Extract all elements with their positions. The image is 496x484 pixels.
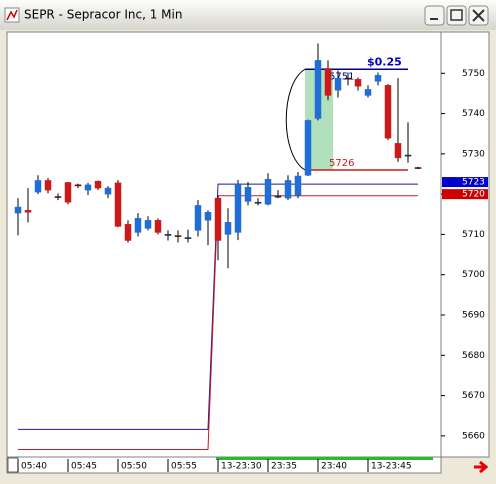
- candle-body: [224, 222, 232, 235]
- candle-body: [184, 237, 192, 239]
- candle-body: [214, 197, 222, 241]
- y-tick-label: 5680: [462, 351, 485, 361]
- candle-body: [24, 210, 32, 213]
- candle-body: [384, 85, 392, 139]
- candle-body: [404, 154, 412, 157]
- title-bar: [0, 0, 496, 30]
- candle-body: [354, 79, 362, 87]
- x-tick-label: 05:45: [71, 462, 97, 472]
- candle-body: [324, 68, 332, 96]
- candle-body: [154, 220, 162, 233]
- y-tick-label: 5740: [462, 109, 485, 119]
- x-tick-label: 05:40: [21, 462, 47, 472]
- candle-body: [54, 196, 62, 198]
- y-tick-label: 5670: [462, 391, 485, 401]
- indicator-line: [18, 183, 418, 430]
- candle-body: [104, 187, 112, 195]
- y-tick-label: 5700: [462, 270, 485, 280]
- candle-body: [64, 182, 72, 203]
- y-tick-label: 5750: [462, 69, 485, 79]
- candle-body: [374, 75, 382, 82]
- candle-body: [264, 178, 272, 205]
- candle-body: [204, 212, 212, 221]
- price-flag: [442, 189, 488, 200]
- scroll-right-arrow[interactable]: [474, 460, 489, 474]
- price-flag: [442, 177, 488, 188]
- x-tick-label: 05:50: [121, 462, 147, 472]
- minimize-button[interactable]: [424, 5, 445, 26]
- candle-body: [134, 218, 142, 233]
- candle-body: [244, 187, 252, 202]
- window-icon-graph: [6, 9, 18, 21]
- x-tick-label: 05:55: [171, 462, 197, 472]
- candle-body: [344, 77, 352, 80]
- annotation-curve: [285, 68, 306, 171]
- candle-body: [414, 167, 422, 169]
- price-line-label: 5726: [329, 158, 354, 169]
- y-tick-label: 5690: [462, 311, 485, 321]
- candle-body: [284, 180, 292, 199]
- candle-body: [254, 201, 262, 204]
- y-tick-label: 5730: [462, 149, 485, 159]
- plot-area: [6, 31, 442, 458]
- candle-body: [74, 184, 82, 187]
- price-flag-label: 5720: [462, 190, 485, 200]
- close-button[interactable]: [468, 5, 489, 26]
- candle-body: [114, 182, 122, 227]
- candle-body: [144, 220, 152, 229]
- chart: 5660 5670 5680 5690 5700 5710 5720 5730 5740 5750…: [14, 43, 488, 472]
- y-axis-panel: [440, 31, 490, 458]
- y-tick-label: 5710: [462, 230, 485, 240]
- candle-body: [44, 180, 52, 191]
- price-flag-label: 5723: [462, 178, 485, 188]
- x-tick-label: 23:35: [271, 462, 297, 472]
- candle-body: [164, 234, 172, 236]
- candle-body: [314, 60, 322, 119]
- candle-body: [14, 206, 22, 214]
- candle-body: [174, 235, 182, 237]
- maximize-button[interactable]: [446, 5, 467, 26]
- candle-body: [294, 175, 302, 196]
- y-tick-label: 5660: [462, 431, 485, 441]
- scroll-box[interactable]: [7, 457, 19, 473]
- window-title: SEPR - Sepracor Inc, 1 Min: [24, 8, 182, 22]
- candle-body: [34, 180, 42, 193]
- candle-body: [394, 143, 402, 159]
- candle-body: [334, 77, 342, 91]
- session-bar: [216, 457, 433, 460]
- candle-body: [304, 120, 312, 176]
- candle-body: [274, 195, 282, 198]
- x-tick-label: 23:40: [321, 462, 347, 472]
- price-line-label: 5751: [329, 71, 354, 82]
- x-tick-label: 13-23:45: [371, 462, 412, 472]
- candle-body: [84, 184, 92, 191]
- candle-body: [364, 89, 372, 96]
- candle-body: [94, 181, 102, 189]
- candle-body: [124, 224, 132, 241]
- change-label: $0.25: [367, 55, 402, 68]
- x-tick-label: 13-23:30: [221, 462, 262, 472]
- candle-body: [234, 183, 242, 233]
- candle-body: [194, 205, 202, 231]
